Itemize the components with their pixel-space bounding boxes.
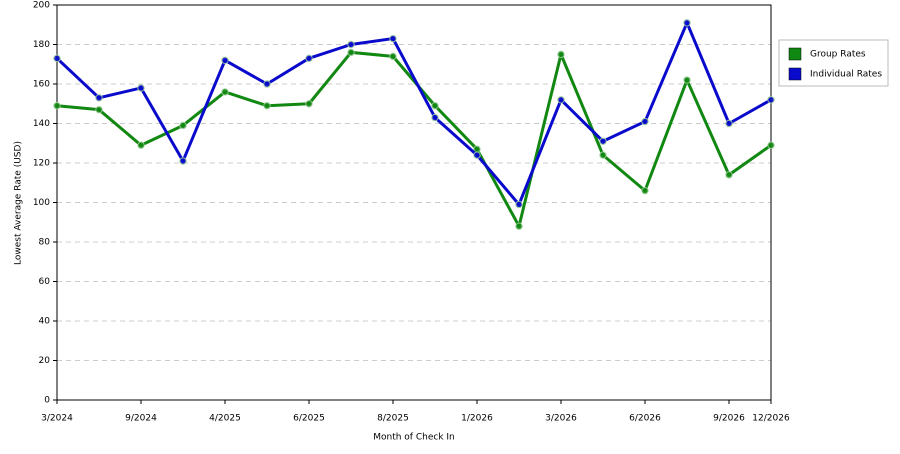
x-tick-label: 6/2025 <box>293 414 325 424</box>
data-point <box>179 121 187 130</box>
data-point <box>599 151 607 159</box>
x-axis-label: Month of Check In <box>373 433 455 443</box>
y-tick-label: 0 <box>44 396 50 406</box>
y-tick-label: 40 <box>39 317 51 327</box>
data-point <box>683 76 691 84</box>
x-tick-label: 3/2026 <box>545 414 577 424</box>
data-point <box>137 141 145 149</box>
data-point <box>725 171 733 179</box>
data-point <box>53 54 61 63</box>
data-point <box>389 52 397 61</box>
data-point <box>473 151 481 159</box>
data-point <box>305 100 313 108</box>
y-tick-label: 160 <box>33 80 50 90</box>
x-tick-label: 4/2025 <box>209 414 241 424</box>
x-tick-label: 1/2026 <box>461 414 493 424</box>
y-tick-label: 80 <box>39 238 51 248</box>
y-tick-label: 100 <box>33 198 50 208</box>
data-point <box>683 19 691 27</box>
data-point <box>515 222 523 230</box>
legend-label: Group Rates <box>810 50 866 60</box>
data-point <box>431 102 439 110</box>
x-tick-label: 12/2026 <box>752 414 790 424</box>
data-point <box>263 80 271 88</box>
y-tick-label: 20 <box>39 356 51 366</box>
data-point <box>641 186 649 195</box>
data-point <box>725 119 733 128</box>
data-point <box>515 200 523 209</box>
data-point <box>557 50 565 59</box>
data-point <box>305 54 313 63</box>
data-point <box>599 137 607 145</box>
y-tick-label: 200 <box>33 1 50 11</box>
data-point <box>347 40 355 49</box>
data-point <box>221 56 229 64</box>
data-point <box>431 113 439 122</box>
legend-label: Individual Rates <box>810 70 882 80</box>
data-point <box>347 48 355 57</box>
data-point <box>95 94 103 102</box>
data-point <box>767 96 775 104</box>
x-tick-label: 9/2024 <box>125 414 157 424</box>
data-point <box>389 34 397 43</box>
x-tick-label: 8/2025 <box>377 414 409 424</box>
x-tick-label: 3/2024 <box>41 414 73 424</box>
y-tick-label: 140 <box>33 119 50 129</box>
legend-swatch <box>788 67 802 81</box>
data-point <box>767 141 775 149</box>
data-point <box>53 102 61 110</box>
y-tick-label: 120 <box>33 159 50 169</box>
plot-frame <box>56 4 772 401</box>
data-point <box>221 88 229 96</box>
data-point <box>263 102 271 110</box>
data-point <box>179 157 187 165</box>
data-point <box>641 117 649 126</box>
y-tick-label: 60 <box>39 277 51 287</box>
data-point <box>137 84 145 92</box>
x-tick-label: 6/2026 <box>629 414 661 424</box>
data-point <box>557 96 565 104</box>
y-tick-label: 180 <box>33 40 50 50</box>
legend-swatch <box>788 47 802 61</box>
y-axis-label: Lowest Average Rate (USD) <box>14 141 24 265</box>
data-point <box>95 105 103 114</box>
series-line <box>55 21 772 206</box>
x-tick-label: 9/2026 <box>713 414 745 424</box>
